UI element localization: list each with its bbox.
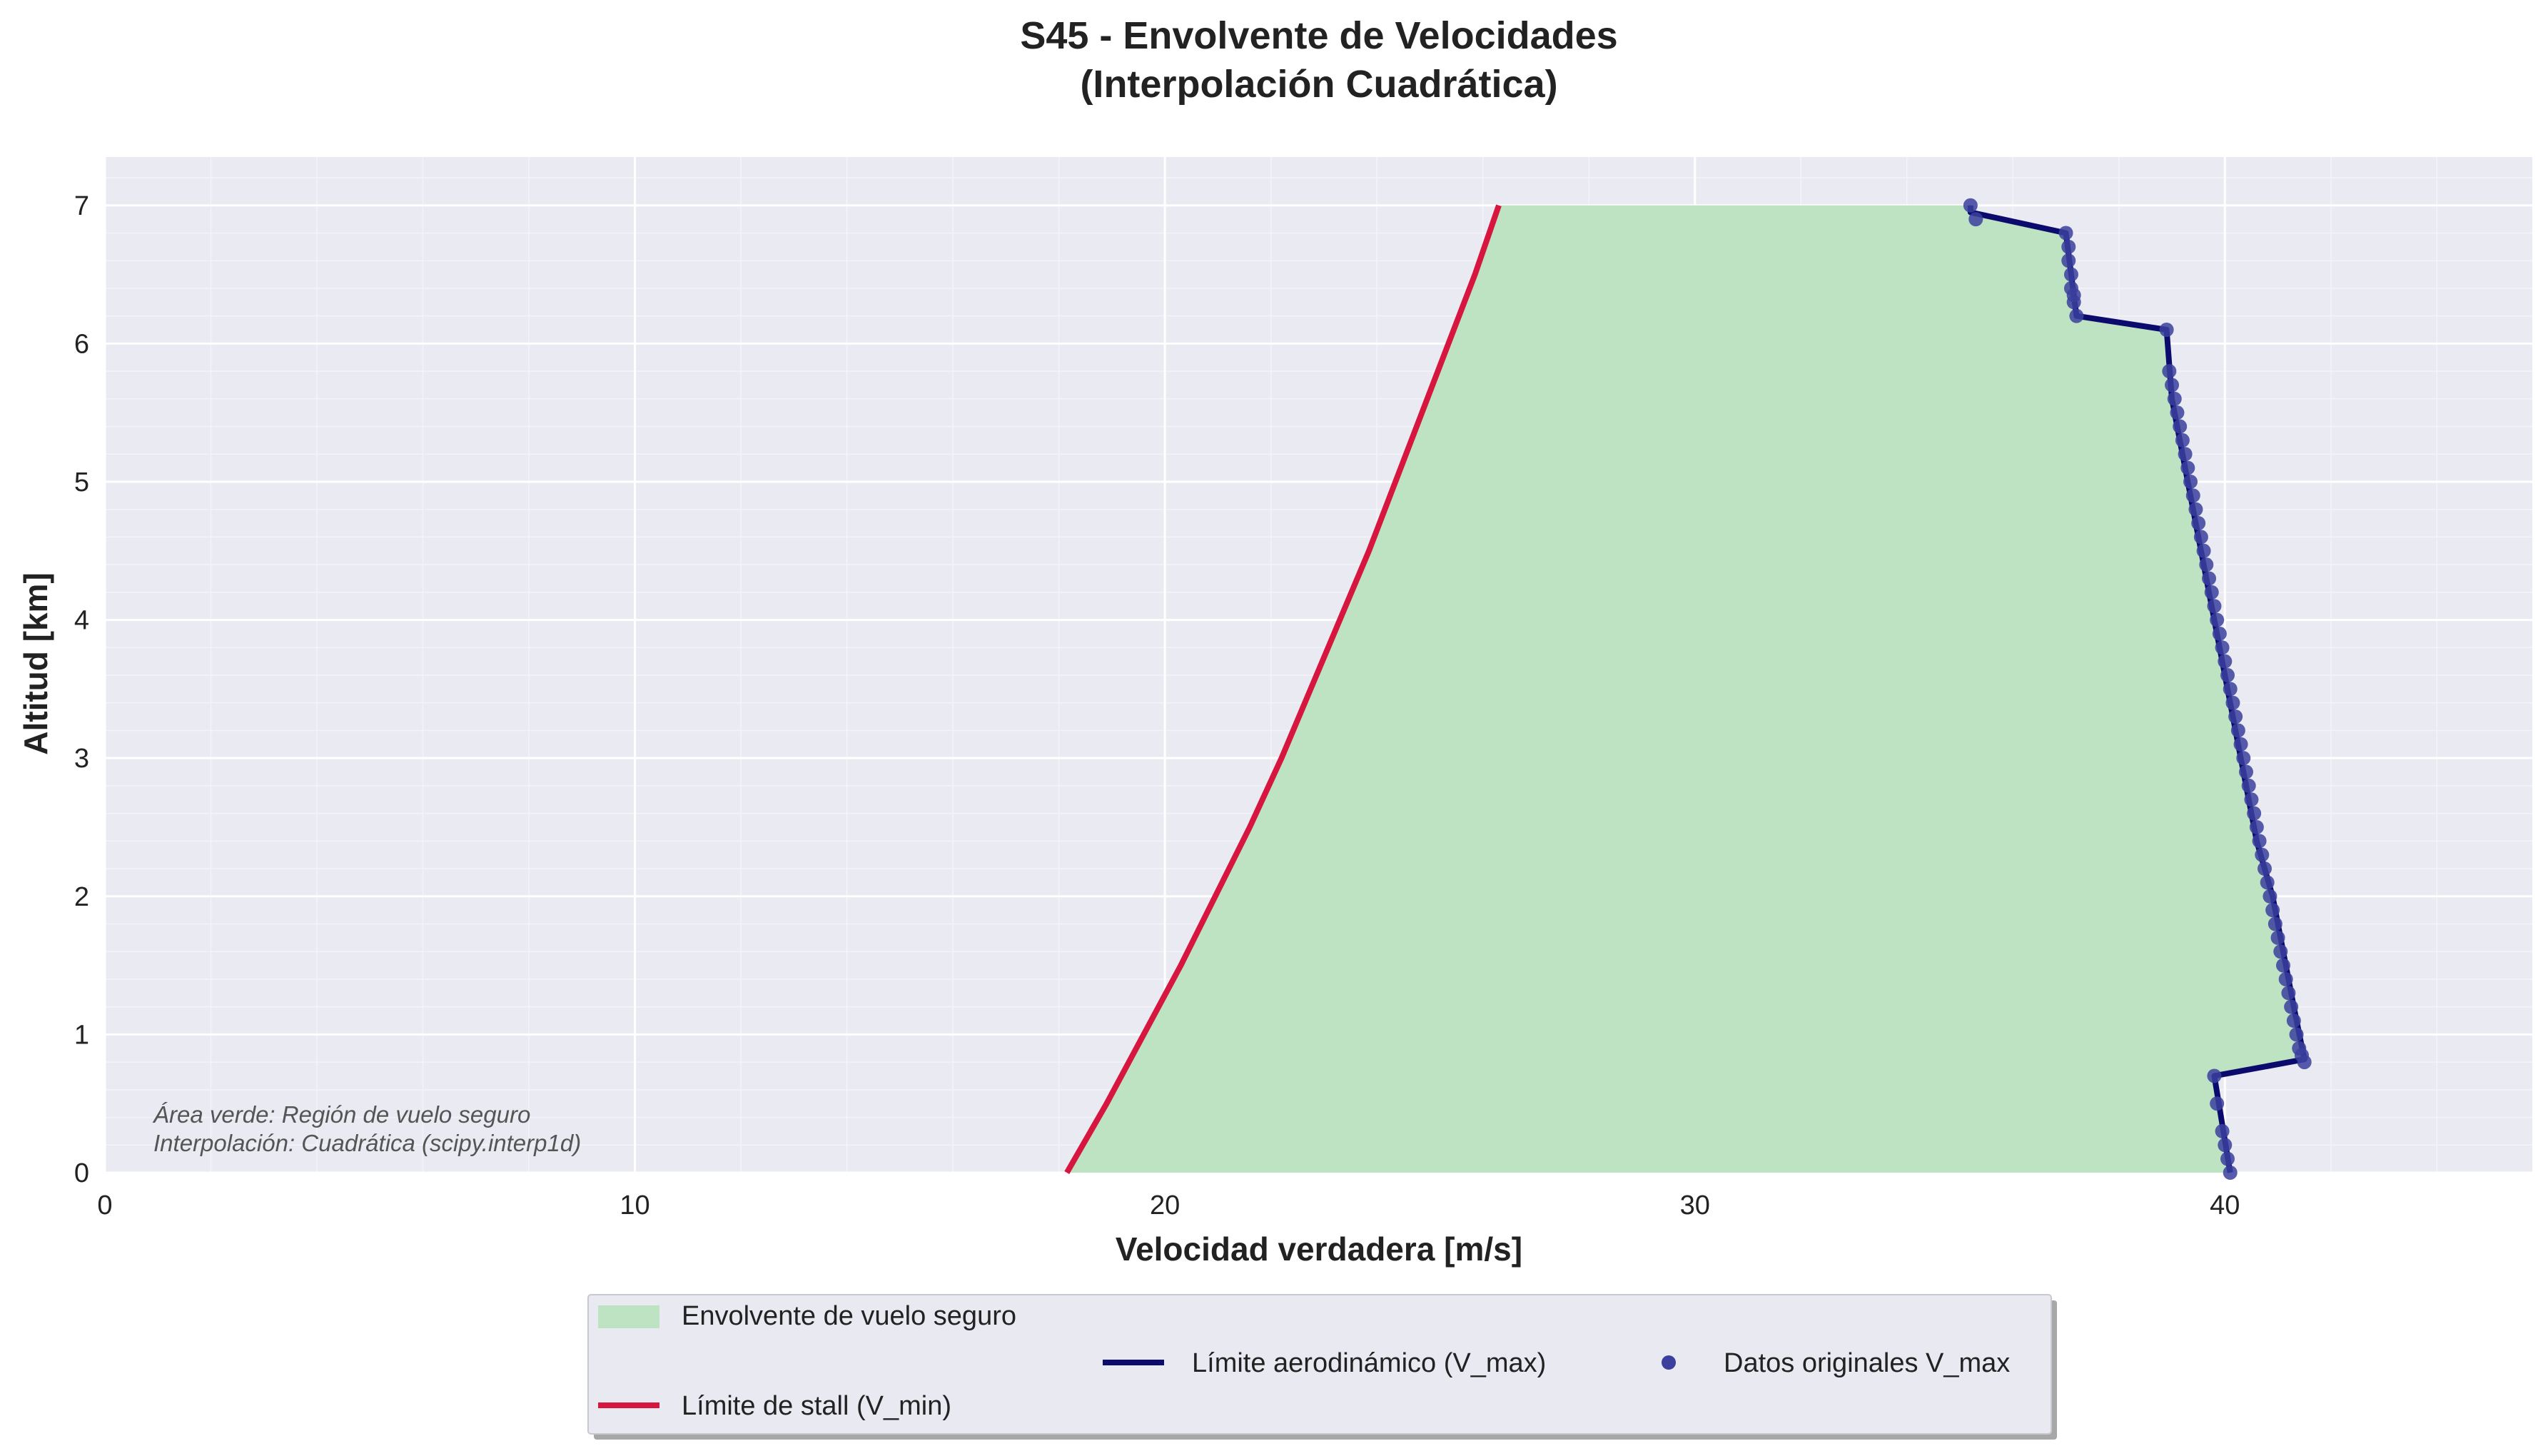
vmax-data-point	[2230, 723, 2245, 738]
vmax-data-point	[2265, 903, 2280, 918]
vmax-data-point	[2162, 364, 2177, 379]
annotation-line2: Interpolación: Cuadrática (scipy.interp1…	[153, 1130, 581, 1156]
vmax-data-point	[2191, 516, 2206, 531]
vmax-data-point	[2173, 419, 2188, 434]
y-tick-label: 7	[74, 191, 89, 221]
vmax-data-point	[2207, 1068, 2222, 1083]
vmax-data-point	[2183, 474, 2198, 489]
vmax-data-point	[1963, 198, 1978, 213]
y-tick-label: 2	[74, 882, 89, 912]
vmax-data-point	[2292, 1041, 2307, 1056]
y-tick-label: 5	[74, 467, 89, 497]
x-tick-label: 20	[1150, 1190, 1180, 1220]
vmax-data-point	[2233, 737, 2248, 752]
vmax-data-point	[2273, 944, 2288, 959]
vmax-data-point	[2063, 267, 2078, 282]
vmax-data-point	[2241, 778, 2256, 793]
vmax-data-point	[2284, 999, 2299, 1014]
vmax-data-point	[2210, 612, 2225, 627]
vmax-data-point	[2058, 226, 2073, 241]
vmax-data-point	[2165, 378, 2180, 393]
vmax-data-point	[2260, 875, 2275, 890]
vmax-data-point	[2159, 323, 2174, 338]
vmax-data-point	[2188, 502, 2203, 517]
vmax-data-point	[2218, 654, 2233, 669]
vmax-data-point	[2278, 971, 2293, 986]
stall-limit-line	[1064, 204, 1502, 1174]
vmax-data-point	[2207, 599, 2222, 614]
vmax-data-point	[2239, 764, 2254, 779]
safe-envelope-area	[1066, 205, 2305, 1173]
vmax-data-point	[2249, 819, 2264, 834]
vmax-data-point	[2286, 1013, 2301, 1028]
vmax-data-point	[2268, 916, 2282, 931]
vmax-data-point	[2275, 958, 2290, 973]
annotation-line1: Área verde: Región de vuelo seguro	[152, 1101, 530, 1128]
vmax-data-point	[2061, 253, 2076, 268]
vmax-data-point	[2180, 460, 2195, 475]
vmax-data-point	[2215, 1123, 2230, 1138]
vmax-data-point	[2069, 308, 2084, 323]
legend-box	[587, 1294, 2052, 1435]
legend-fill-swatch	[598, 1305, 659, 1328]
vmax-data-point	[2225, 695, 2240, 710]
legend: Envolvente de vuelo seguro Límite de sta…	[587, 1294, 2057, 1440]
vmax-data-point	[1968, 212, 1983, 227]
vmax-data-point	[2212, 626, 2227, 641]
y-tick-label: 6	[74, 329, 89, 359]
vmax-data-point	[2257, 861, 2272, 876]
y-axis-label: Altitud [km]	[17, 572, 54, 755]
x-tick-label: 0	[97, 1190, 112, 1220]
vmax-data-point	[2236, 751, 2251, 766]
legend-label-points: Datos originales V_max	[1724, 1348, 2010, 1378]
vmax-data-point	[2193, 530, 2208, 545]
vmax-data-point	[2223, 682, 2238, 697]
vmax-data-point	[2204, 585, 2219, 600]
y-tick-label: 1	[74, 1020, 89, 1050]
x-tick-label: 10	[620, 1190, 649, 1220]
legend-points-swatch	[1662, 1355, 1676, 1370]
vmax-data-point	[2215, 640, 2230, 655]
annotation: Área verde: Región de vuelo seguro Inter…	[152, 1101, 581, 1156]
vmax-data-point	[2175, 433, 2190, 448]
y-tick-label: 3	[74, 744, 89, 774]
y-tick-label: 4	[74, 606, 89, 636]
legend-label-stall: Límite de stall (V_min)	[682, 1391, 951, 1421]
vmax-data-point	[2220, 1151, 2235, 1166]
x-tick-label: 30	[1680, 1190, 1710, 1220]
vmax-data-point	[2223, 1166, 2238, 1180]
y-tick-label: 0	[74, 1158, 89, 1188]
vmax-data-point	[2281, 986, 2296, 1001]
vmax-data-point	[2202, 571, 2217, 586]
vmax-data-point	[2210, 1096, 2225, 1111]
vmax-data-point	[2247, 806, 2262, 821]
vmax-data-point	[2218, 1138, 2233, 1153]
vmax-data-point	[2270, 930, 2285, 945]
plot-area: 0 10 20 30 40 0 1 2 3 4 5 6 7	[74, 157, 2532, 1220]
vmax-data-point	[2289, 1027, 2304, 1042]
x-axis-label: Velocidad verdadera [m/s]	[1116, 1230, 1522, 1268]
vmax-data-point	[2178, 447, 2193, 462]
vmax-data-point	[2061, 239, 2076, 254]
vmax-data-point	[2244, 792, 2259, 807]
legend-label-vmax: Límite aerodinámico (V_max)	[1192, 1348, 1546, 1378]
chart-title-line1: S45 - Envolvente de Velocidades	[1020, 14, 1617, 57]
vmax-data-point	[2167, 391, 2182, 406]
vmax-data-point	[2185, 488, 2200, 503]
legend-label-fill: Envolvente de vuelo seguro	[682, 1301, 1016, 1331]
vmax-data-point	[2263, 889, 2277, 904]
vmax-data-point	[2220, 668, 2235, 683]
vmax-data-point	[2255, 847, 2270, 862]
vmax-data-point	[2199, 557, 2214, 572]
vmax-data-point	[2252, 834, 2267, 849]
chart-title-line2: (Interpolación Cuadrática)	[1080, 63, 1557, 106]
vmax-data-point	[2170, 405, 2185, 420]
vmax-data-point	[2196, 543, 2211, 558]
vmax-data-point	[2228, 709, 2243, 724]
x-tick-label: 40	[2210, 1190, 2240, 1220]
vmax-data-point	[2063, 280, 2078, 295]
